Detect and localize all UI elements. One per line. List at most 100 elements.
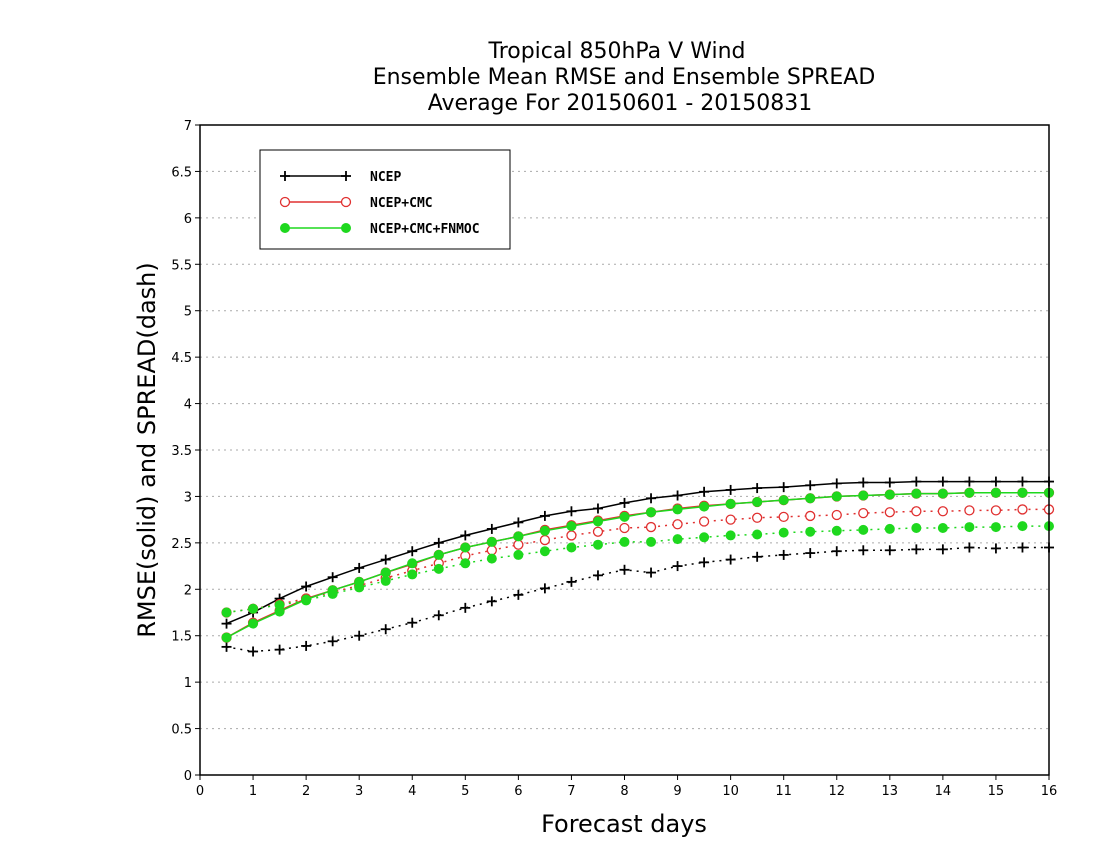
data-point-plus — [805, 548, 816, 559]
data-point-plus — [301, 640, 312, 651]
data-point-filled-circle — [592, 516, 603, 527]
data-point-plus — [486, 596, 497, 607]
data-point-plus — [327, 572, 338, 583]
series-line — [226, 546, 1049, 653]
axes: 00.511.522.533.544.555.566.570 1 2 3 4 5 6 7 8 9 1… — [171, 119, 1057, 799]
x-tick-label: 6 — [514, 784, 522, 799]
data-point-plus — [778, 549, 789, 560]
data-point-filled-circle — [354, 582, 365, 593]
data-point-filled-circle — [341, 223, 351, 233]
data-point-filled-circle — [407, 569, 418, 580]
series-2-solid — [221, 487, 1055, 643]
title-line-3: Average For 20150601 - 20150831 — [428, 91, 813, 116]
legend-label: NCEP+CMC+FNMOC — [370, 222, 480, 237]
y-tick-label: 1.5 — [171, 630, 192, 645]
y-tick-label: 3 — [184, 490, 192, 505]
data-point-open-circle — [566, 530, 577, 541]
y-tick-label: 6.5 — [171, 165, 192, 180]
title-line-1: Tropical 850hPa V Wind — [487, 39, 745, 64]
data-point-filled-circle — [1017, 487, 1028, 498]
x-tick-label: 10 — [722, 784, 739, 799]
x-tick-label: 4 — [408, 784, 416, 799]
x-tick-label: 14 — [935, 784, 952, 799]
y-tick-label: 5 — [184, 305, 192, 320]
data-point-plus — [380, 624, 391, 635]
series-line — [226, 480, 1049, 625]
data-point-plus — [460, 602, 471, 613]
data-point-plus — [341, 171, 351, 181]
data-point-filled-circle — [407, 558, 418, 569]
data-point-filled-circle — [486, 536, 497, 547]
y-tick-label: 0 — [184, 769, 192, 784]
y-tick-label: 4.5 — [171, 351, 192, 366]
data-point-plus — [884, 477, 895, 488]
legend-label: NCEP+CMC — [370, 196, 433, 211]
data-point-plus — [354, 562, 365, 573]
data-point-plus — [937, 544, 948, 555]
data-point-plus — [513, 589, 524, 600]
legend-entry: NCEP+CMC+FNMOC — [280, 222, 480, 237]
y-axis-label: RMSE(solid) and SPREAD(dash) — [133, 262, 161, 638]
data-point-plus — [911, 544, 922, 555]
data-point-filled-circle — [221, 632, 232, 643]
data-point-filled-circle — [460, 558, 471, 569]
series-1-dash — [221, 542, 1054, 657]
legend-label: NCEP — [370, 170, 401, 185]
data-point-filled-circle — [380, 575, 391, 586]
data-point-open-circle — [725, 514, 736, 525]
data-point-plus — [964, 542, 975, 553]
y-tick-label: 6 — [184, 212, 192, 227]
y-tick-label: 3.5 — [171, 444, 192, 459]
data-point-plus — [274, 644, 285, 655]
y-tick-label: 4 — [184, 398, 192, 413]
data-point-open-circle — [1017, 504, 1028, 515]
data-point-filled-circle — [1017, 521, 1028, 532]
x-tick-label: 15 — [988, 784, 1005, 799]
legend-entry: NCEP — [280, 170, 401, 185]
data-point-open-circle — [340, 196, 352, 208]
grid-lines — [200, 170, 1049, 730]
x-tick-label: 2 — [302, 784, 310, 799]
data-point-open-circle — [698, 516, 710, 527]
y-tick-label: 7 — [184, 119, 192, 134]
data-point-open-circle — [831, 509, 842, 521]
data-point-plus — [937, 476, 948, 487]
data-point-filled-circle — [884, 523, 895, 534]
data-point-plus — [221, 618, 232, 629]
data-point-filled-circle — [566, 521, 577, 532]
data-point-open-circle — [964, 505, 975, 516]
y-tick-label: 2.5 — [171, 537, 192, 552]
data-point-plus — [380, 554, 391, 565]
data-point-open-circle — [778, 511, 789, 523]
data-point-plus — [592, 570, 603, 581]
data-point-plus — [221, 641, 232, 652]
legend: NCEP NCEP+CMC NCEP+CMC+FNMOC — [259, 149, 511, 250]
x-tick-label: 11 — [775, 784, 792, 799]
x-axis-label: Forecast days — [541, 810, 707, 838]
data-point-filled-circle — [699, 532, 710, 543]
data-point-filled-circle — [248, 603, 259, 614]
data-point-filled-circle — [752, 497, 763, 507]
data-point-plus — [672, 490, 683, 501]
data-point-plus — [433, 537, 444, 548]
data-point-plus — [539, 583, 550, 594]
data-point-plus — [407, 617, 418, 628]
data-point-filled-circle — [380, 567, 391, 578]
x-tick-label: 16 — [1041, 784, 1058, 799]
data-point-filled-circle — [327, 588, 338, 599]
data-point-filled-circle — [433, 563, 444, 574]
data-point-filled-circle — [911, 523, 922, 533]
data-point-open-circle — [539, 534, 551, 546]
data-point-filled-circle — [274, 600, 285, 611]
data-point-plus — [778, 482, 789, 493]
data-point-open-circle — [486, 545, 497, 556]
data-point-open-circle — [990, 505, 1002, 516]
data-point-open-circle — [513, 539, 524, 550]
data-point-plus — [646, 567, 657, 578]
chart-title: Tropical 850hPa V Wind Ensemble Mean RMS… — [373, 39, 876, 116]
data-point-filled-circle — [937, 523, 948, 533]
series-layer — [221, 476, 1055, 657]
data-point-filled-circle — [433, 549, 444, 560]
data-point-filled-circle — [911, 488, 922, 499]
data-point-plus — [805, 480, 816, 491]
